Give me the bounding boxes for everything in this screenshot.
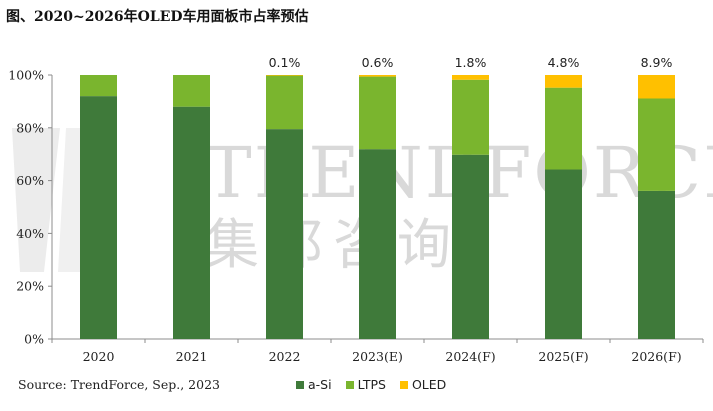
chart-title: 图、2020~2026年OLED车用面板市占率预估 xyxy=(6,9,309,25)
data-label: 0.1% xyxy=(269,55,301,70)
x-tick-label: 2026(F) xyxy=(631,349,681,364)
bar-ltps xyxy=(545,87,582,170)
bar-oled xyxy=(452,75,489,80)
bar-a-si xyxy=(359,149,396,339)
y-tick-label: 80% xyxy=(16,120,44,135)
bar-ltps xyxy=(452,79,489,155)
legend-label: LTPS xyxy=(357,377,386,392)
legend-swatch xyxy=(345,380,354,389)
y-tick-label: 60% xyxy=(16,173,44,188)
data-labels: 2020 2021 2022 0.1% 2023(E) 0.6% 2024(F) 1.8% 20… xyxy=(83,55,682,364)
bar-oled xyxy=(545,75,582,88)
data-label: 4.8% xyxy=(548,55,580,70)
data-label: 1.8% xyxy=(455,55,487,70)
data-label: 8.9% xyxy=(641,55,673,70)
watermark-text-cn: 集邦咨询 xyxy=(205,213,461,276)
legend-item: LTPS xyxy=(345,377,386,392)
bar-oled xyxy=(638,75,675,99)
y-tick-label: 20% xyxy=(16,279,44,294)
bars xyxy=(80,75,675,340)
bar-a-si xyxy=(545,169,582,339)
x-tick-label: 2023(E) xyxy=(352,349,403,364)
bar-a-si xyxy=(638,190,675,339)
legend-item: a-Si xyxy=(296,377,332,392)
x-tick-label: 2021 xyxy=(176,349,208,364)
bar-ltps xyxy=(266,75,303,130)
legend-label: OLED xyxy=(411,377,447,392)
watermark-logo xyxy=(12,128,60,272)
x-tick-label: 2024(F) xyxy=(445,349,495,364)
legend-label: a-Si xyxy=(308,377,332,392)
bar-a-si xyxy=(452,154,489,339)
bar-oled xyxy=(359,75,396,77)
legend-swatch xyxy=(399,380,408,389)
legend-item: OLED xyxy=(399,377,447,392)
bar-oled xyxy=(266,75,303,76)
y-tick-label: 100% xyxy=(8,68,44,83)
y-tick-label: 0% xyxy=(24,332,44,347)
bar-a-si xyxy=(80,96,117,340)
bar-ltps xyxy=(80,75,117,97)
y-tick-label: 40% xyxy=(16,226,44,241)
legend: a-Si LTPS OLED xyxy=(296,377,446,392)
bar-ltps xyxy=(638,98,675,191)
legend-swatch xyxy=(296,380,304,389)
x-tick-label: 2020 xyxy=(83,349,115,364)
bar-ltps xyxy=(359,76,396,150)
bar-a-si xyxy=(266,129,303,339)
x-tick-label: 2022 xyxy=(269,349,301,364)
x-tick-label: 2025(F) xyxy=(538,349,588,364)
bar-ltps xyxy=(173,75,210,107)
bar-a-si xyxy=(173,106,210,340)
data-label: 0.6% xyxy=(362,55,394,70)
source-note: Source: TrendForce, Sep., 2023 xyxy=(18,377,220,392)
